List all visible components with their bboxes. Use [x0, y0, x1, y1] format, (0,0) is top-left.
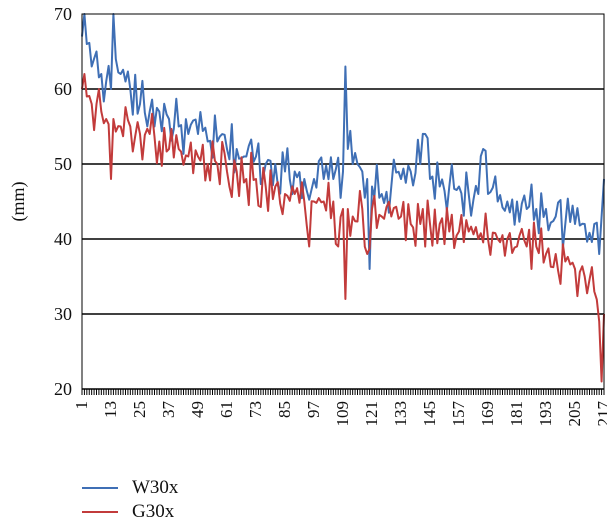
- x-tick-label-25: 25: [130, 401, 149, 418]
- y-tick-label-30: 30: [54, 304, 72, 324]
- x-tick-label-97: 97: [304, 401, 323, 419]
- x-tick-label-73: 73: [246, 401, 265, 418]
- plot-frame: [81, 13, 605, 390]
- y-tick-label-20: 20: [54, 379, 72, 399]
- legend: W30x G30x: [82, 476, 178, 524]
- legend-label-g30x: G30x: [132, 501, 175, 522]
- legend-item-w30x: W30x: [82, 476, 178, 500]
- y-tick-label-50: 50: [54, 154, 72, 174]
- x-tick-label-157: 157: [449, 401, 468, 427]
- x-tick-label-205: 205: [565, 401, 584, 427]
- y-axis-tick-labels: 20 30 40 50 60 70: [54, 4, 72, 399]
- legend-item-g30x: G30x: [82, 500, 178, 524]
- x-axis: [81, 388, 605, 395]
- x-tick-label-181: 181: [507, 401, 526, 427]
- y-axis-label: (mm): [8, 182, 29, 222]
- series-lines: [81, 13, 605, 383]
- x-tick-label-217: 217: [594, 401, 607, 427]
- x-tick-label-61: 61: [217, 401, 236, 418]
- x-tick-label-1: 1: [72, 401, 91, 410]
- series-line-g30x: [81, 73, 605, 383]
- series-line-w30x: [81, 13, 605, 270]
- legend-swatch-w30x: [82, 487, 118, 489]
- x-tick-label-193: 193: [536, 401, 555, 427]
- legend-label-w30x: W30x: [132, 477, 179, 498]
- x-tick-label-49: 49: [188, 401, 207, 418]
- x-tick-label-121: 121: [362, 401, 381, 427]
- x-tick-label-109: 109: [333, 401, 352, 427]
- x-axis-tick-labels: 1 13 25 37 49 61 73 85 97 109 121 133 145 157 169 181 19…: [72, 401, 607, 427]
- x-tick-label-169: 169: [478, 401, 497, 427]
- y-tick-label-60: 60: [54, 79, 72, 99]
- x-tick-label-37: 37: [159, 401, 178, 419]
- legend-swatch-g30x: [82, 511, 118, 513]
- y-tick-label-40: 40: [54, 229, 72, 249]
- x-tick-label-85: 85: [275, 401, 294, 418]
- x-tick-label-133: 133: [391, 401, 410, 427]
- y-tick-label-70: 70: [54, 4, 72, 24]
- x-tick-label-13: 13: [101, 401, 120, 418]
- x-tick-label-145: 145: [420, 401, 439, 427]
